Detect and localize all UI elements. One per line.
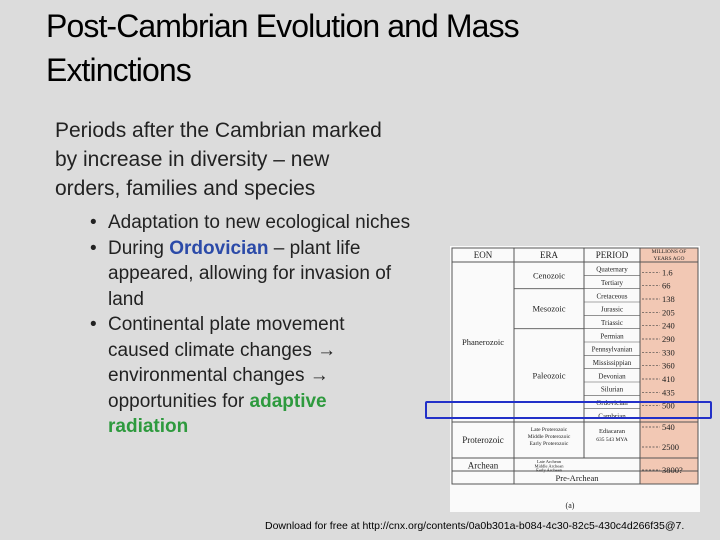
era-label: Mesozoic xyxy=(532,304,565,314)
age-label: 205 xyxy=(662,307,675,317)
bullet-3-line-4-pre: opportunities for xyxy=(108,390,250,412)
period-label: Tertiary xyxy=(601,279,624,287)
age-label: 330 xyxy=(662,347,675,357)
header-mya-line-1: MILLIONS OF xyxy=(652,249,687,255)
age-label: 540 xyxy=(662,422,675,432)
age-label: 410 xyxy=(662,374,675,384)
bullet-item-3: Continental plate movement caused climat… xyxy=(86,312,410,440)
header-mya-line-2: YEARS AGO xyxy=(653,256,684,262)
header-period: PERIOD xyxy=(596,250,629,260)
bullet-3-line-2: caused climate changes → xyxy=(108,339,337,361)
bullet-list: Adaptation to new ecological niches Duri… xyxy=(86,210,410,440)
archean-era-label: Late Archean xyxy=(537,459,562,464)
period-label: Devonian xyxy=(598,372,626,380)
period-label: Quaternary xyxy=(596,266,628,274)
header-eon: EON xyxy=(474,250,493,260)
header-era: ERA xyxy=(540,250,559,260)
slide-title-line-1: Post-Cambrian Evolution and Mass xyxy=(46,8,520,44)
period-label: Mississippian xyxy=(593,359,632,367)
age-label: 2500 xyxy=(662,442,679,452)
bullet-2-line-1-post: – plant life xyxy=(268,237,361,259)
proterozoic-era-label: Middle Proterozoic xyxy=(528,434,571,440)
bullet-item-1: Adaptation to new ecological niches xyxy=(86,210,410,236)
bullet-3-line-1: Continental plate movement xyxy=(108,314,345,335)
archean-era-label: Early Archean xyxy=(536,468,563,473)
period-label: Silurian xyxy=(601,386,624,394)
period-label: Pennsylvanian xyxy=(592,346,633,354)
intro-paragraph: Periods after the Cambrian marked by inc… xyxy=(55,116,475,203)
period-label: Permian xyxy=(600,332,624,340)
bullet-1-text: Adaptation to new ecological niches xyxy=(108,212,411,233)
period-label: Cretaceous xyxy=(596,292,627,300)
period-label: Jurassic xyxy=(601,306,623,314)
age-label: 66 xyxy=(662,281,671,291)
eon-pre-archean: Pre-Archean xyxy=(556,473,600,483)
keyword-adaptive: adaptive xyxy=(249,390,327,412)
age-label: 240 xyxy=(662,321,675,331)
ordovician-highlight-box xyxy=(425,401,712,419)
era-label: Paleozoic xyxy=(532,370,565,380)
proterozoic-era-label: Early Proterozoic xyxy=(530,441,569,447)
slide-title: Post-Cambrian Evolution and Mass Extinct… xyxy=(46,4,686,92)
chart-frame xyxy=(451,247,699,485)
age-label: 360 xyxy=(662,361,675,371)
chart-caption: (a) xyxy=(566,501,575,510)
bullet-2-line-2: appeared, allowing for invasion of xyxy=(108,263,392,284)
slide-title-line-2: Extinctions xyxy=(46,52,192,88)
period-label: Cambrian xyxy=(598,412,626,420)
age-label: 290 xyxy=(662,334,675,344)
ediacaran-label: Ediacaran xyxy=(599,428,626,435)
eon-phanerozoic: Phanerozoic xyxy=(462,337,504,347)
age-label: 435 xyxy=(662,387,675,397)
age-label: 138 xyxy=(662,294,675,304)
age-label: 500 xyxy=(662,401,675,411)
geologic-time-chart: EON ERA PERIOD MILLIONS OF YEARS AGO Quaterna… xyxy=(450,246,700,512)
intro-line-3: orders, families and species xyxy=(55,177,316,200)
period-label: Triassic xyxy=(601,319,623,327)
ediacaran-range: 635 543 MYA xyxy=(596,437,628,443)
archean-era-label: Middle Archean xyxy=(534,463,564,468)
eon-proterozoic: Proterozoic xyxy=(462,435,503,445)
bullet-item-2: During Ordovician – plant life appeared,… xyxy=(86,236,410,313)
proterozoic-era-label: Late Proterozoic xyxy=(531,427,568,433)
bullet-3-line-3: environmental changes → xyxy=(108,365,329,386)
footer-source: Download for free at http://cnx.org/cont… xyxy=(265,520,685,532)
age-label: 3800? xyxy=(662,465,683,475)
keyword-ordovician: Ordovician xyxy=(169,237,269,259)
age-label: 1.6 xyxy=(662,267,673,277)
bullet-2-pre: During xyxy=(108,237,170,259)
keyword-radiation: radiation xyxy=(108,416,189,437)
bullet-2-line-3: land xyxy=(108,288,144,310)
intro-line-2: by increase in diversity – new xyxy=(55,148,330,171)
eon-archean: Archean xyxy=(468,461,499,471)
era-label: Cenozoic xyxy=(533,270,565,280)
intro-line-1: Periods after the Cambrian marked xyxy=(55,119,382,142)
